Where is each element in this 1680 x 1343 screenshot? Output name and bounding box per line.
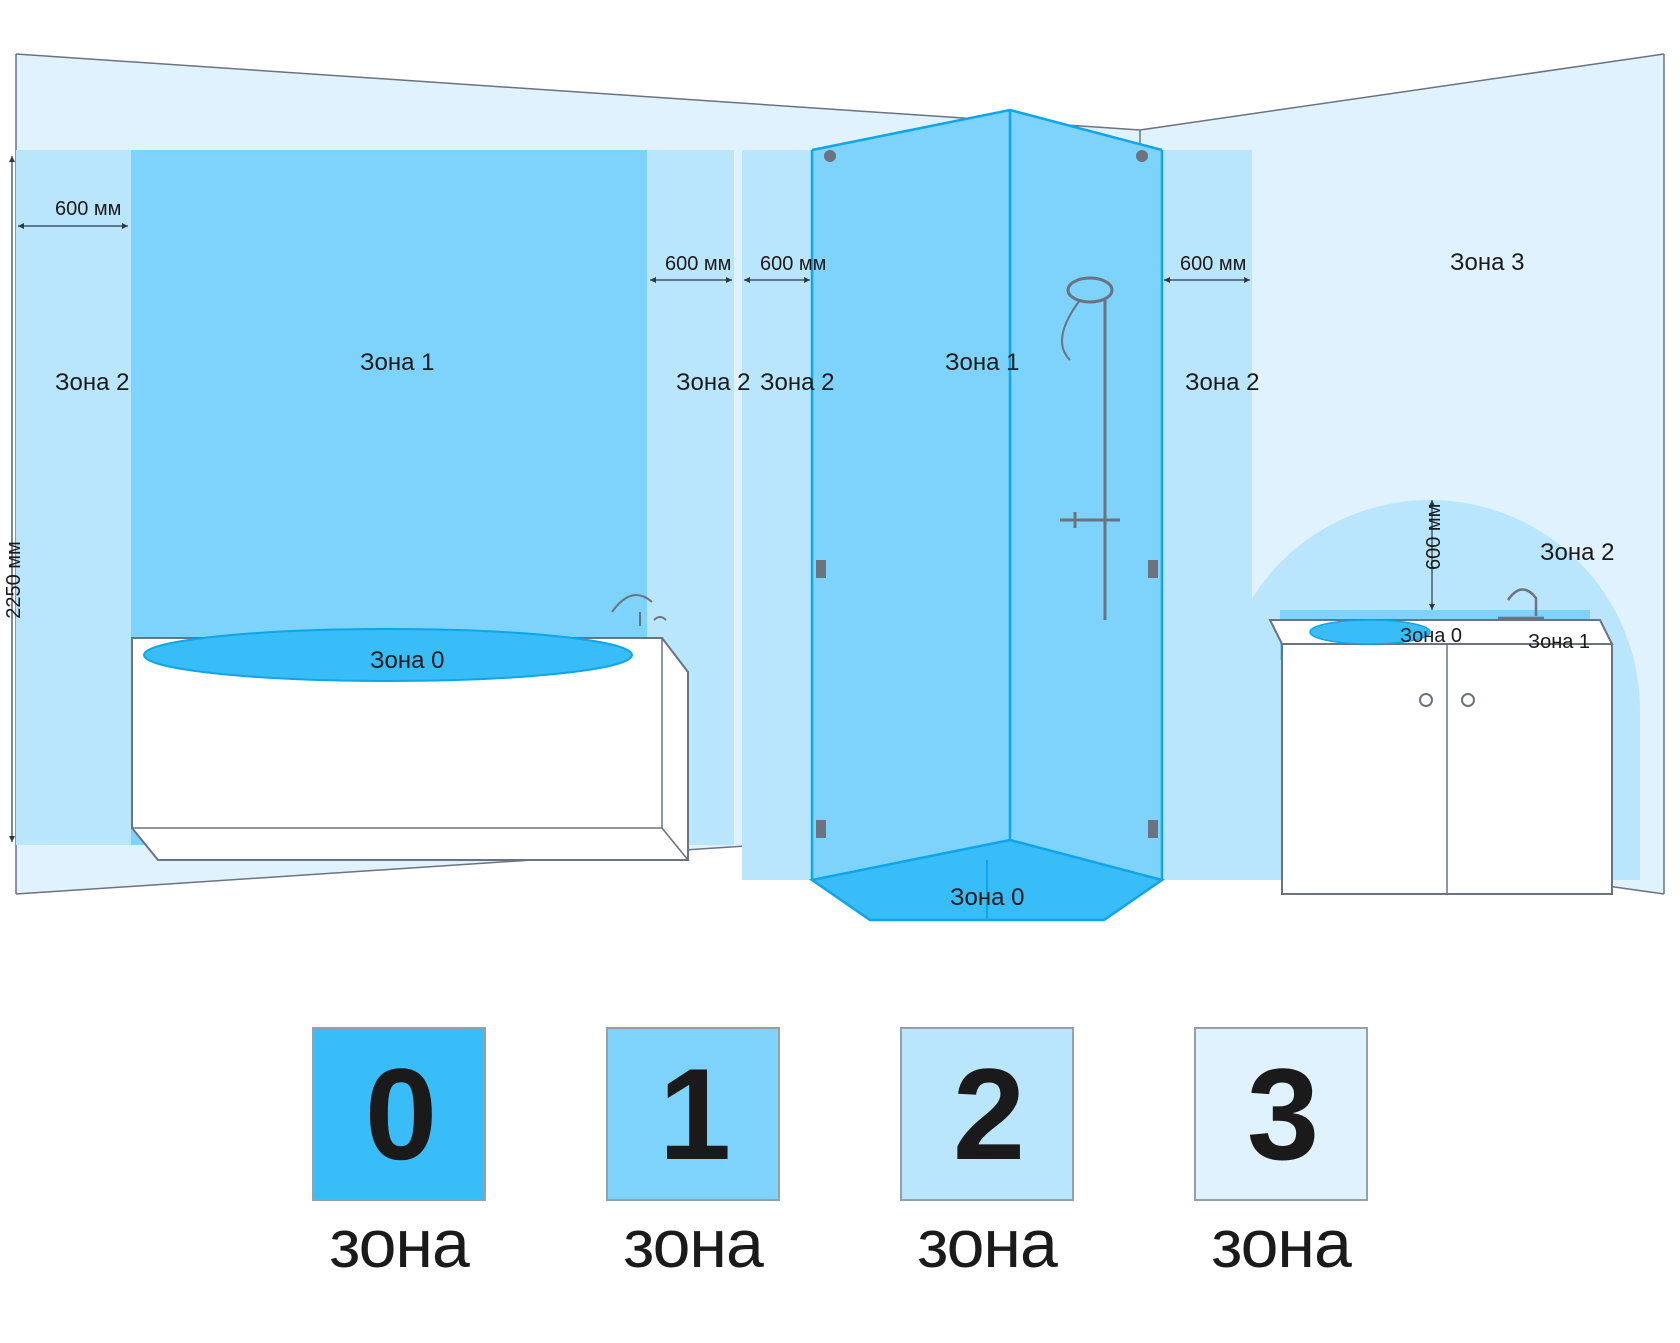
- legend-item-3: 3 зона: [1194, 1027, 1368, 1283]
- svg-text:Зона 1: Зона 1: [360, 349, 434, 376]
- legend-item-1: 1 зона: [606, 1027, 780, 1283]
- legend-swatch-1: 1: [606, 1027, 780, 1201]
- svg-text:Зона 2: Зона 2: [55, 369, 129, 396]
- svg-text:Зона 0: Зона 0: [950, 884, 1024, 911]
- legend-word-3: зона: [1211, 1205, 1351, 1283]
- legend: 0 зона 1 зона 2 зона 3 зона: [0, 1027, 1680, 1283]
- legend-num-2: 2: [953, 1039, 1021, 1189]
- legend-swatch-2: 2: [900, 1027, 1074, 1201]
- legend-num-1: 1: [659, 1039, 727, 1189]
- svg-text:Зона 3: Зона 3: [1450, 249, 1524, 276]
- svg-text:Зона 0: Зона 0: [370, 647, 444, 674]
- svg-text:600 мм: 600 мм: [665, 253, 731, 275]
- svg-text:Зона 0: Зона 0: [1400, 625, 1462, 647]
- svg-text:Зона 1: Зона 1: [1528, 631, 1590, 653]
- svg-text:Зона 2: Зона 2: [760, 369, 834, 396]
- legend-swatch-3: 3: [1194, 1027, 1368, 1201]
- svg-text:Зона 2: Зона 2: [1185, 369, 1259, 396]
- svg-text:Зона 1: Зона 1: [945, 349, 1019, 376]
- svg-text:600 мм: 600 мм: [760, 253, 826, 275]
- legend-item-0: 0 зона: [312, 1027, 486, 1283]
- svg-text:Зона 2: Зона 2: [1540, 539, 1614, 566]
- legend-num-3: 3: [1247, 1039, 1315, 1189]
- svg-text:600 мм: 600 мм: [1180, 253, 1246, 275]
- legend-word-0: зона: [329, 1205, 469, 1283]
- legend-num-0: 0: [365, 1039, 433, 1189]
- legend-item-2: 2 зона: [900, 1027, 1074, 1283]
- legend-swatch-0: 0: [312, 1027, 486, 1201]
- bathroom-zones-diagram: Зона 2 Зона 1 Зона 2 Зона 0 Зона 2 Зона 1 Зона…: [0, 0, 1680, 1000]
- legend-word-1: зона: [623, 1205, 763, 1283]
- svg-text:Зона 2: Зона 2: [676, 369, 750, 396]
- svg-text:2250 мм: 2250 мм: [3, 541, 25, 619]
- svg-text:600 мм: 600 мм: [55, 198, 121, 220]
- svg-text:600 мм: 600 мм: [1423, 504, 1445, 570]
- legend-word-2: зона: [917, 1205, 1057, 1283]
